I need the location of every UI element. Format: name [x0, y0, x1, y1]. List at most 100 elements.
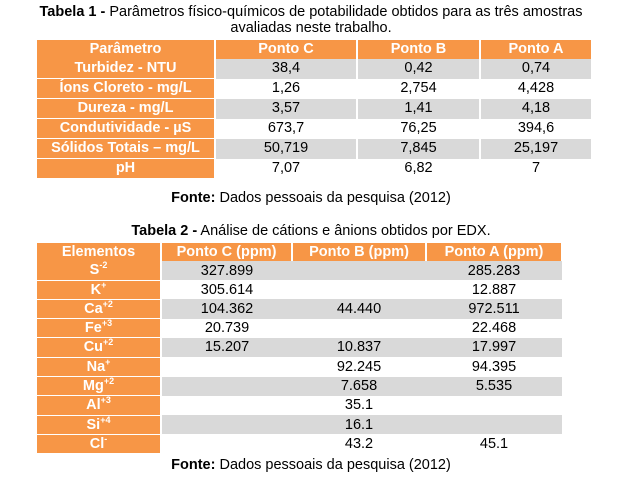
table-cell: 44.440 — [292, 299, 426, 319]
element-label: Cu+2 — [37, 337, 162, 358]
element-label: S-2 — [37, 260, 162, 281]
table-row: Dureza - mg/L 3,57 1,41 4,18 — [37, 98, 593, 119]
table-cell — [161, 395, 292, 416]
table-cell: 3,57 — [215, 98, 358, 119]
element-label: K+ — [37, 279, 162, 300]
table1-caption: Tabela 1 - Parâmetros físico-químicos de… — [0, 4, 622, 36]
element-charge: -2 — [99, 260, 108, 271]
table1-header-cell: Ponto C — [215, 40, 358, 59]
table-row: Sólidos Totais – mg/L 50,719 7,845 25,197 — [37, 138, 593, 159]
table1-header-cell: Parâmetro — [37, 40, 216, 59]
table-cell: 7 — [480, 158, 593, 179]
row-label: Sólidos Totais – mg/L — [37, 138, 216, 159]
table-row: pH 7,07 6,82 7 — [37, 158, 593, 179]
table1-source-text: Dados pessoais da pesquisa (2012) — [215, 190, 451, 206]
element-label: Na+ — [37, 356, 162, 378]
element-charge: + — [101, 279, 107, 290]
element-charge: +4 — [100, 414, 111, 425]
element-symbol: Ca — [84, 300, 103, 317]
table-cell: 12.887 — [426, 280, 562, 300]
table1-caption-label: Tabela 1 - — [39, 4, 106, 20]
table-cell: 104.362 — [161, 299, 292, 319]
element-symbol: S — [89, 262, 100, 279]
table-row: Íons Cloreto - mg/L 1,26 2,754 4,428 — [37, 78, 593, 99]
table-row: S-2 327.899 285.283 — [37, 260, 562, 281]
table-cell: 38,4 — [215, 59, 358, 79]
element-label: Al+3 — [37, 395, 162, 416]
table-cell: 45.1 — [426, 434, 562, 454]
element-symbol: Cl — [89, 435, 105, 452]
table-row: Condutividade - µS 673,7 76,25 394,6 — [37, 118, 593, 139]
table-cell: 394,6 — [480, 118, 593, 139]
table-cell — [161, 376, 292, 396]
table-cell: 4,428 — [480, 78, 593, 99]
table-cell: 16.1 — [292, 415, 426, 435]
element-label: Si+4 — [37, 414, 162, 435]
table1-header-cell: Ponto A — [480, 40, 593, 59]
table1-caption-line1: Parâmetros físico-químicos de potabilida… — [105, 4, 583, 20]
element-symbol: Cu — [83, 339, 104, 356]
table-cell — [292, 280, 426, 300]
table-row: Fe+3 20.739 22.468 — [37, 318, 562, 339]
table2-header-cell: Elementos — [37, 243, 162, 262]
table2-header-cell: Ponto C (ppm) — [161, 243, 293, 262]
table-row: Al+3 35.1 — [37, 395, 562, 416]
table-cell: 17.997 — [426, 337, 562, 358]
element-symbol: Fe — [84, 320, 102, 337]
table-cell: 0,74 — [480, 59, 593, 79]
table-cell: 20.739 — [161, 318, 292, 338]
table-cell: 92.245 — [292, 357, 426, 377]
element-charge: + — [105, 356, 111, 367]
table2-source-text: Dados pessoais da pesquisa (2012) — [215, 457, 451, 473]
table-cell: 2,754 — [357, 78, 481, 99]
table-cell — [292, 261, 426, 281]
table-cell: 305.614 — [161, 280, 292, 300]
table-row: Mg+2 7.658 5.535 — [37, 376, 562, 397]
table2-caption-label: Tabela 2 - — [131, 223, 198, 239]
table2-caption-text: Análise de cátions e ânions obtidos por … — [197, 223, 491, 239]
table1-caption-line2: avaliadas neste trabalho. — [230, 20, 392, 36]
row-label: pH — [37, 158, 216, 179]
element-label: Cl- — [37, 433, 162, 455]
element-label: Ca+2 — [37, 298, 162, 320]
element-charge: +3 — [101, 318, 113, 329]
table-cell: 25,197 — [480, 138, 593, 159]
element-symbol: Na — [86, 358, 106, 375]
table-cell: 7,845 — [357, 138, 481, 159]
table-cell: 76,25 — [357, 118, 481, 139]
element-charge: +2 — [103, 376, 115, 387]
table-cell: 972.511 — [426, 299, 562, 319]
table-row: Ca+2 104.362 44.440 972.511 — [37, 298, 562, 320]
element-symbol: K — [90, 281, 102, 298]
table-cell: 50,719 — [215, 138, 358, 159]
element-symbol: Al — [86, 397, 101, 414]
row-label: Dureza - mg/L — [37, 98, 216, 119]
table-cell: 4,18 — [480, 98, 593, 119]
row-label: Íons Cloreto - mg/L — [37, 78, 216, 99]
table2-header-cell: Ponto A (ppm) — [426, 243, 563, 262]
table-cell — [161, 434, 292, 454]
table-cell — [426, 395, 562, 416]
table-row: Si+4 16.1 — [37, 414, 562, 435]
table-cell: 6,82 — [357, 158, 481, 179]
table2-header-cell: Ponto B (ppm) — [292, 243, 427, 262]
table1-header-row: Parâmetro Ponto C Ponto B Ponto A — [37, 40, 593, 59]
row-label: Condutividade - µS — [37, 118, 216, 139]
table2-caption: Tabela 2 - Análise de cátions e ânions o… — [0, 223, 622, 239]
table-cell: 7.658 — [292, 376, 426, 396]
table-cell: 673,7 — [215, 118, 358, 139]
element-charge: +2 — [102, 298, 113, 309]
table-row: Turbidez - NTU 38,4 0,42 0,74 — [37, 59, 593, 79]
table-cell — [161, 357, 292, 377]
table-cell: 285.283 — [426, 261, 562, 281]
table-cell: 327.899 — [161, 261, 292, 281]
table-row: Cu+2 15.207 10.837 17.997 — [37, 337, 562, 358]
element-charge: +2 — [103, 337, 114, 348]
table-cell: 22.468 — [426, 318, 562, 338]
table1-source-label: Fonte: — [171, 190, 216, 206]
element-charge: - — [104, 433, 108, 444]
table2-header-row: Elementos Ponto C (ppm) Ponto B (ppm) Po… — [37, 243, 563, 262]
table2: Elementos Ponto C (ppm) Ponto B (ppm) Po… — [37, 243, 563, 455]
table-cell — [161, 415, 292, 435]
table1: Parâmetro Ponto C Ponto B Ponto A Turbid… — [37, 40, 593, 179]
